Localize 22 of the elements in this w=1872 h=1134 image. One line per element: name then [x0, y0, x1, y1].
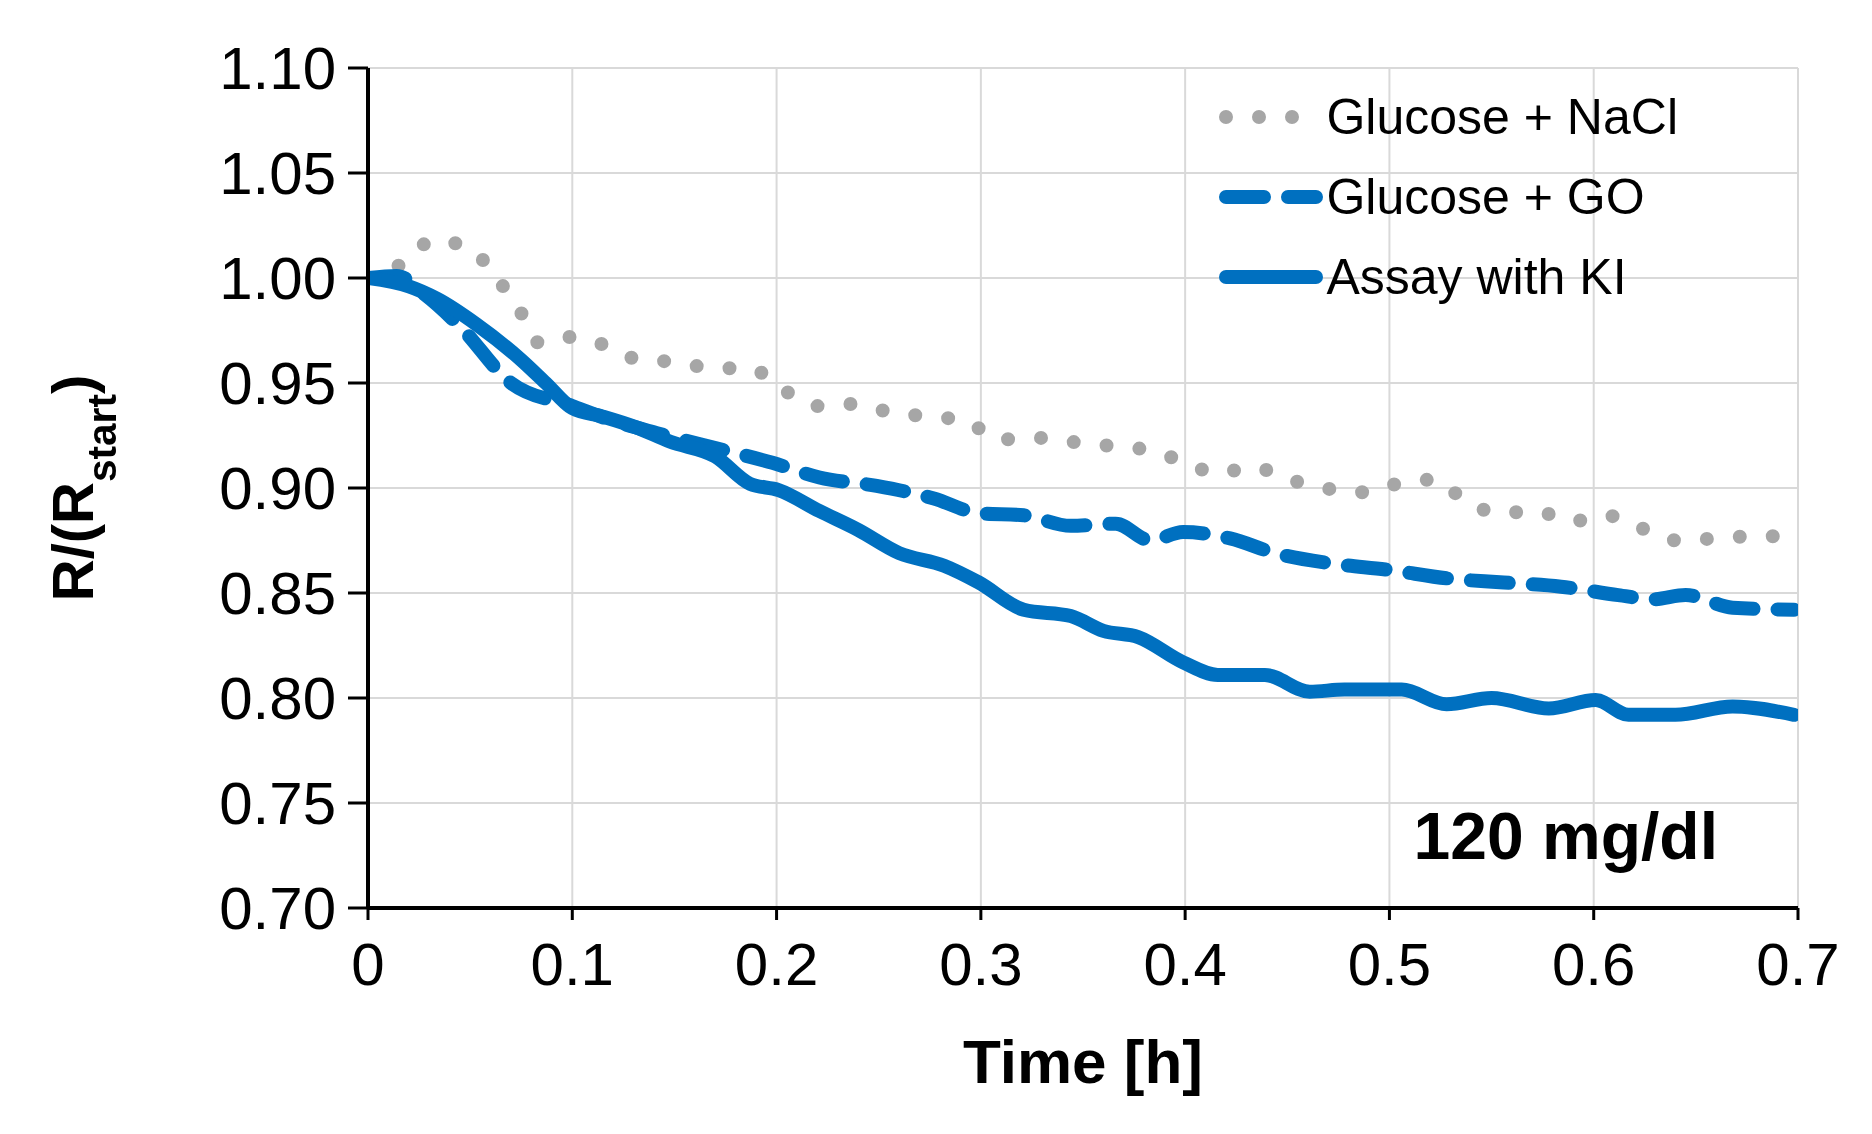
x-tick-label: 0.2 [734, 930, 819, 998]
x-tick-label: 0.1 [530, 930, 614, 998]
x-tick-label: 0.5 [1347, 930, 1432, 998]
y-tick-label: 1.05 [219, 140, 336, 208]
x-axis-title: Time [h] [963, 1027, 1203, 1096]
legend-label: Glucose + NaCl [1326, 88, 1678, 146]
x-tick-label: 0.6 [1552, 930, 1636, 998]
y-tick-label: 1.00 [219, 245, 336, 313]
x-tick-label: 0 [351, 930, 385, 998]
y-tick-label: 0.70 [219, 875, 336, 943]
legend-label: Assay with KI [1326, 248, 1627, 306]
y-tick-label: 0.90 [219, 455, 336, 523]
y-tick-label: 0.75 [219, 770, 336, 838]
y-tick-label: 0.85 [219, 560, 336, 628]
x-tick-label: 0.4 [1143, 930, 1227, 998]
x-tick-label: 0.3 [939, 930, 1023, 998]
y-tick-label: 0.95 [219, 350, 336, 418]
x-tick-label: 0.7 [1756, 930, 1840, 998]
y-tick-label: 1.10 [219, 35, 336, 103]
y-tick-label: 0.80 [219, 665, 336, 733]
annotation: 120 mg/dl [1413, 798, 1718, 874]
legend-label: Glucose + GO [1326, 168, 1645, 226]
